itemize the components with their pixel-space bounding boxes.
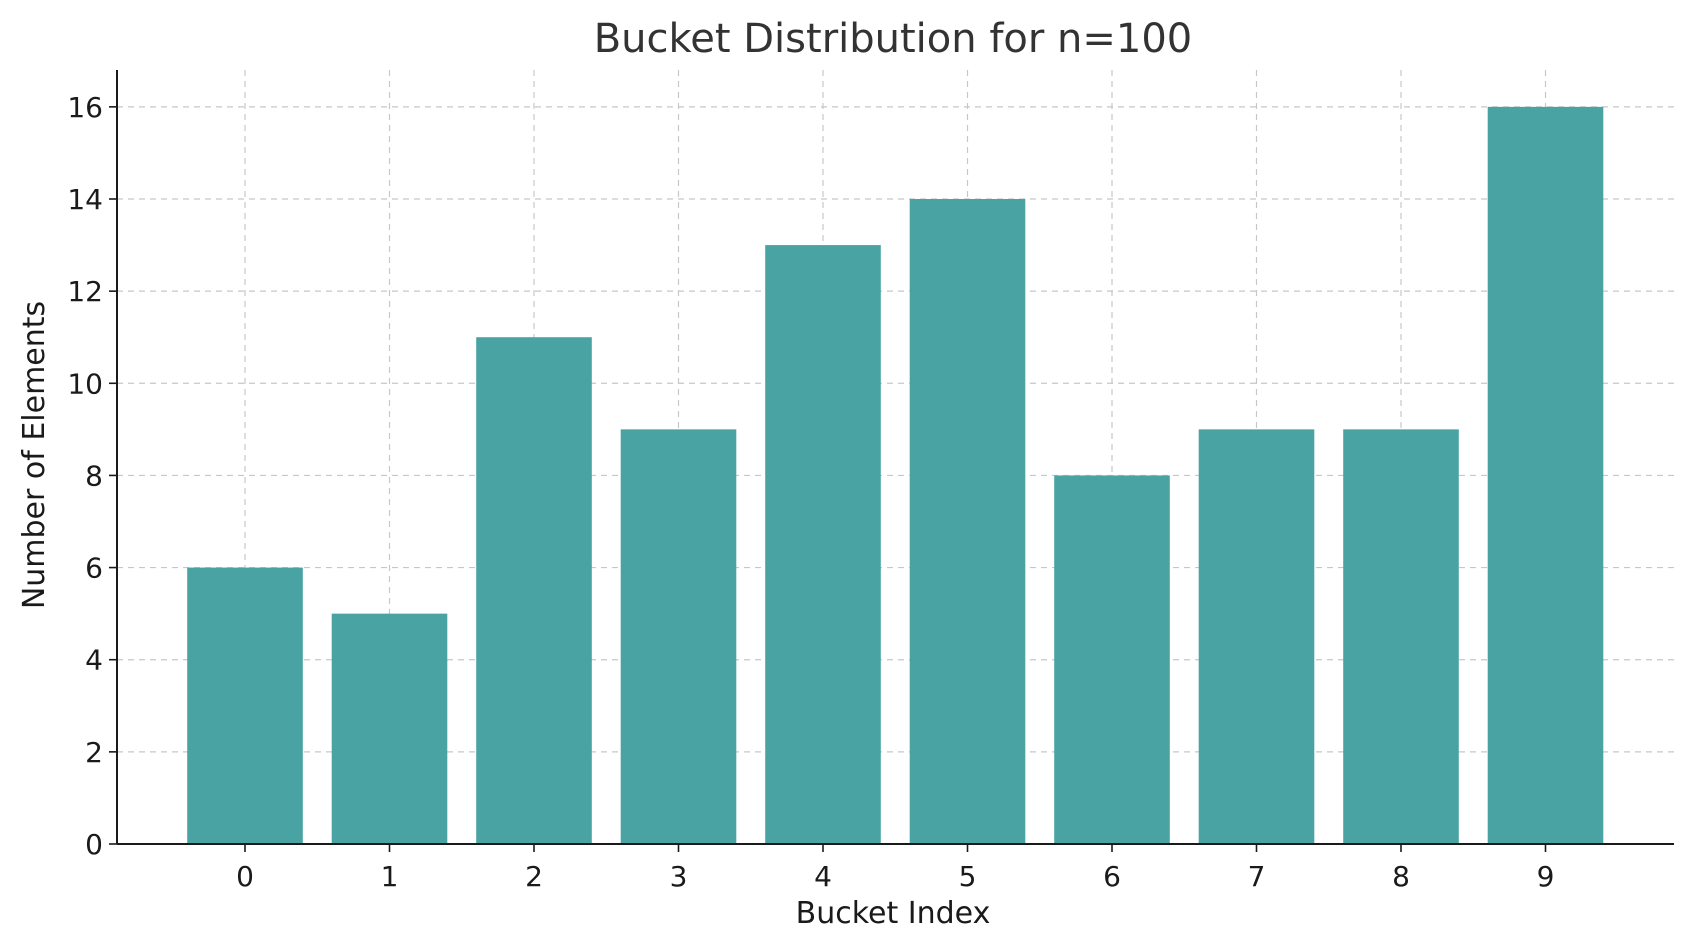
x-tick-label: 9	[1537, 860, 1555, 893]
y-tick-label: 10	[67, 367, 103, 400]
bar-2	[476, 337, 592, 844]
x-tick-label: 2	[525, 860, 543, 893]
y-tick-label: 0	[85, 828, 103, 861]
axes	[109, 70, 1674, 852]
bar-1	[331, 613, 448, 844]
x-tick-label: 3	[670, 860, 688, 893]
y-tick-label: 2	[85, 736, 103, 769]
y-axis-label: Number of Elements	[17, 301, 52, 609]
chart-title: Bucket Distribution for n=100	[594, 16, 1193, 62]
x-tick-label: 7	[1248, 860, 1266, 893]
bar-6	[1054, 475, 1170, 844]
x-tick-label: 6	[1103, 860, 1121, 893]
bar-5	[909, 199, 1026, 844]
bar-3	[620, 429, 737, 844]
bar-9	[1487, 106, 1604, 845]
x-tick-label: 1	[381, 860, 399, 893]
x-tick-label: 0	[236, 860, 254, 893]
y-tick-label: 12	[67, 275, 103, 308]
y-tick-label: 8	[85, 459, 103, 492]
y-tick-label: 14	[67, 183, 103, 216]
bar-4	[765, 245, 881, 845]
x-axis-label: Bucket Index	[796, 896, 991, 931]
bar-0	[187, 567, 303, 844]
y-tick-label: 16	[67, 91, 103, 124]
bars	[187, 106, 1604, 845]
y-tick-label: 4	[85, 644, 103, 677]
x-tick-label: 5	[959, 860, 977, 893]
x-tick-label: 4	[814, 860, 832, 893]
bar-7	[1198, 429, 1315, 844]
x-tick-label: 8	[1392, 860, 1410, 893]
y-tick-label: 6	[85, 552, 103, 585]
bar-8	[1343, 429, 1459, 844]
